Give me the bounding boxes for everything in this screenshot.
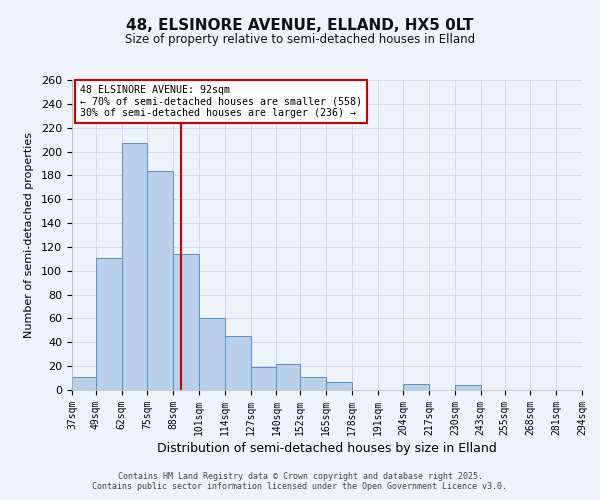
Bar [251,368,277,390]
Bar [403,384,429,390]
Text: 48, ELSINORE AVENUE, ELLAND, HX5 0LT: 48, ELSINORE AVENUE, ELLAND, HX5 0LT [127,18,473,32]
Text: Contains HM Land Registry data © Crown copyright and database right 2025.: Contains HM Land Registry data © Crown c… [118,472,482,481]
Bar [225,336,251,390]
Bar [72,377,96,390]
Text: Contains public sector information licensed under the Open Government Licence v3: Contains public sector information licen… [92,482,508,491]
Text: 48 ELSINORE AVENUE: 92sqm
← 70% of semi-detached houses are smaller (558)
30% of: 48 ELSINORE AVENUE: 92sqm ← 70% of semi-… [80,84,362,118]
Bar [148,170,173,390]
Bar [326,382,352,390]
Text: Size of property relative to semi-detached houses in Elland: Size of property relative to semi-detach… [125,32,475,46]
Bar [455,385,481,390]
Bar [173,254,199,390]
Bar [277,364,300,390]
Bar [300,377,326,390]
Bar [96,258,122,390]
X-axis label: Distribution of semi-detached houses by size in Elland: Distribution of semi-detached houses by … [157,442,497,455]
Bar [199,318,225,390]
Y-axis label: Number of semi-detached properties: Number of semi-detached properties [24,132,34,338]
Bar [122,143,148,390]
